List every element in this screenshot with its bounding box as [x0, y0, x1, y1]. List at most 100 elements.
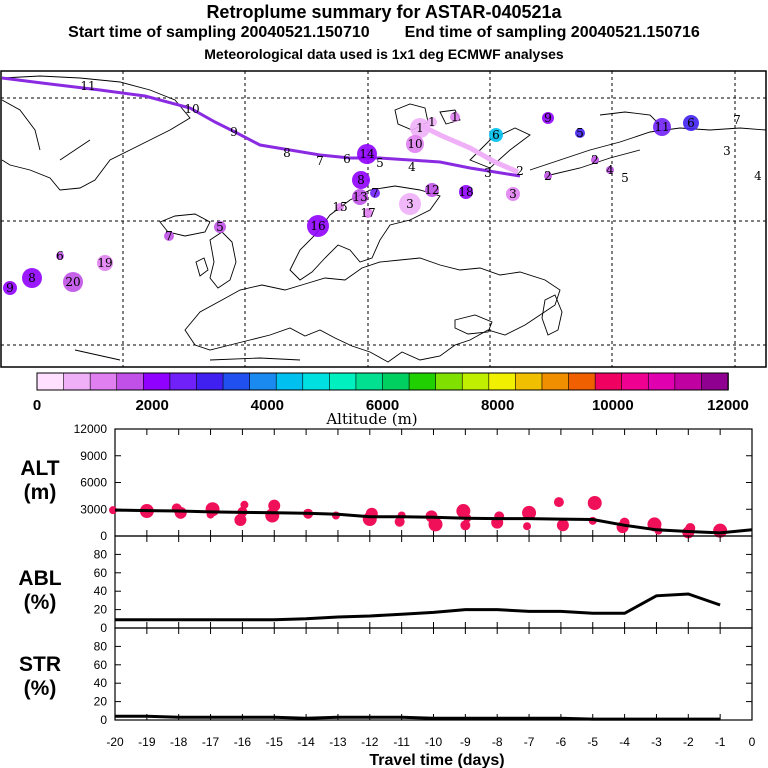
map-frame [0, 70, 767, 368]
colorbar-cell [169, 372, 198, 391]
cluster-label: 7 [733, 113, 741, 127]
cluster-marker [63, 272, 83, 292]
trajectory-day-label: 10 [184, 102, 199, 116]
coast-caspian-sea [541, 294, 563, 336]
cluster-label: 11 [654, 120, 669, 134]
cluster-marker [22, 268, 42, 288]
x-tick-label: -4 [619, 735, 630, 749]
x-tick-label: -3 [651, 735, 662, 749]
colorbar-cell [222, 372, 251, 391]
x-tick-label: -20 [106, 735, 124, 749]
alt-cluster-point [460, 520, 471, 531]
altitude-colorbar: 0 2000 4000 6000 8000 10000 12000 Altitude (m) [33, 372, 749, 428]
cluster-label: 1 [416, 121, 424, 135]
str-label-bottom: (%) [24, 677, 57, 700]
alt-cluster-point [587, 496, 602, 511]
alt-y-ticks: 0 3000 6000 9000 12000 [74, 422, 752, 543]
cluster-marker [307, 215, 329, 237]
colorbar-frame [36, 372, 729, 391]
cluster-label: 20 [65, 275, 80, 289]
cluster-label: 17 [360, 206, 375, 220]
alt-cluster-point [240, 500, 249, 509]
cluster-label: 5 [621, 171, 629, 185]
x-tick-label: -8 [492, 735, 503, 749]
cluster-label: 3 [723, 144, 731, 158]
coast-black-sea [454, 314, 493, 335]
colorbar-cell [515, 372, 543, 391]
colorbar-cell [647, 372, 676, 391]
cluster-marker [653, 118, 671, 136]
colorbar-cell [275, 372, 304, 391]
colorbar-cell [116, 372, 145, 391]
cluster-label: 12 [424, 183, 439, 197]
colorbar-cell [89, 372, 118, 391]
cluster-marker [425, 183, 439, 197]
alt-cluster-point [456, 504, 471, 519]
y-tick-label: 20 [94, 603, 108, 617]
colorbar-cell [63, 372, 91, 391]
cluster-label: 7 [165, 229, 173, 243]
colorbar-ticks: 0 2000 4000 6000 8000 10000 12000 [33, 397, 749, 414]
colorbar-tick-label: 4000 [251, 397, 284, 414]
colorbar-cell [435, 372, 464, 391]
str-panel-frame [114, 627, 753, 721]
cluster-marker [357, 144, 377, 164]
colorbar-cell [382, 372, 410, 391]
cluster-marker [214, 221, 226, 233]
cluster-label: 3 [406, 197, 414, 211]
cluster-label: 6 [687, 116, 695, 130]
colorbar-cell [355, 372, 384, 391]
cluster-label: 8 [28, 271, 36, 285]
cluster-marker [3, 281, 17, 295]
x-axis-label: Travel time (days) [369, 752, 504, 768]
abl-line [115, 592, 721, 622]
x-tick-label: -6 [556, 735, 567, 749]
coast-europe [184, 257, 561, 363]
cluster-marker [544, 172, 552, 180]
cluster-label: 2 [544, 169, 552, 183]
colorbar-cell [541, 372, 570, 391]
x-tick-label: -11 [393, 735, 410, 749]
trajectory-day-label: 11 [80, 79, 95, 93]
retroplume-secondary-trajectory [416, 121, 519, 175]
cluster-label: 15 [332, 200, 347, 214]
colorbar-cell [329, 372, 357, 391]
x-tick-label: -10 [425, 735, 443, 749]
colorbar-cell [488, 372, 517, 391]
cluster-marker [683, 115, 699, 131]
coast-siberia [529, 127, 767, 171]
x-tick-label: -18 [170, 735, 188, 749]
str-x-ticks [114, 628, 753, 720]
y-tick-label: 12000 [74, 422, 108, 436]
coast-novaya-zemlya [469, 127, 531, 169]
trajectory-day-label: 7 [316, 154, 324, 168]
colorbar-cell [143, 372, 171, 391]
cluster-marker [56, 252, 64, 260]
alt-cluster-point [556, 519, 569, 532]
alt-cluster-point [268, 499, 281, 512]
y-tick-label: 6000 [80, 476, 107, 490]
y-tick-label: 0 [100, 529, 107, 543]
alt-cluster-point [523, 522, 532, 531]
sampling-times: Start time of sampling 20040521.150710 E… [0, 24, 768, 42]
cluster-marker [97, 255, 113, 271]
cluster-label: 8 [357, 173, 365, 187]
x-tick-label: -1 [715, 735, 726, 749]
str-line [115, 714, 721, 721]
cluster-marker [459, 185, 473, 199]
cluster-label: 2 [591, 153, 599, 167]
cluster-marker [352, 171, 370, 189]
cluster-label: 9 [6, 281, 14, 295]
cluster-marker [399, 193, 421, 215]
cluster-marker [164, 231, 174, 241]
x-tick-label: -14 [297, 735, 315, 749]
abl-label-top: ABL [18, 567, 61, 590]
cluster-marker [450, 112, 460, 122]
cluster-label: 6 [492, 128, 500, 142]
x-tick-label: -13 [329, 735, 347, 749]
cluster-marker [506, 187, 520, 201]
cluster-label: 7 [371, 186, 379, 200]
cluster-label: 1 [428, 115, 436, 129]
cluster-markers: 1112233456678910111213141516171819207896… [3, 110, 762, 295]
